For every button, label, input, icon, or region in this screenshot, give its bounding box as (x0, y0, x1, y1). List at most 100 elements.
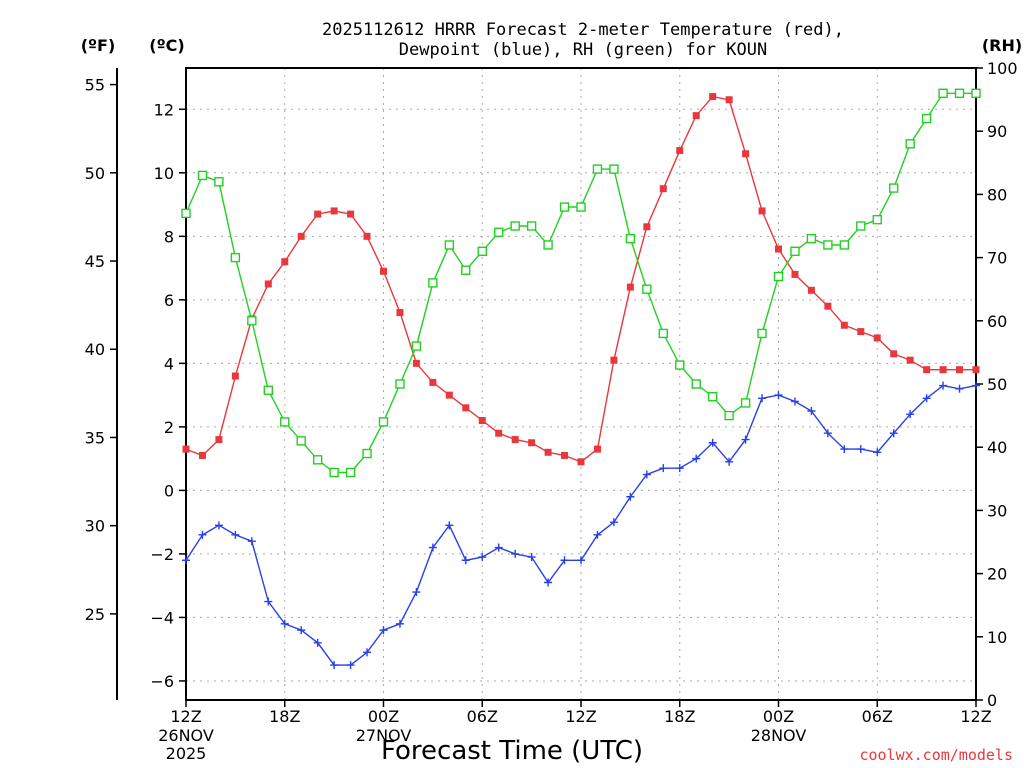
dewpoint-marker (741, 435, 750, 444)
rh-marker (642, 284, 652, 294)
dewpoint-marker (214, 521, 223, 530)
temperature-marker (972, 366, 980, 374)
rh-marker (494, 227, 504, 238)
temperature-marker (626, 283, 634, 291)
fahrenheit-tick-label: 45 (85, 252, 105, 271)
rh-marker (592, 164, 603, 174)
rh-marker (263, 385, 273, 396)
temperature-marker (906, 356, 914, 364)
fahrenheit-tick-label: 50 (85, 164, 105, 183)
rh-marker (247, 316, 257, 326)
series-rh (181, 88, 981, 478)
rh-marker (510, 221, 520, 231)
fahrenheit-tick-label: 30 (85, 517, 105, 536)
temperature-marker (758, 207, 766, 215)
temperature-marker (495, 429, 503, 437)
dewpoint-marker (264, 597, 273, 606)
temperature-marker (478, 417, 486, 425)
celsius-tick-label: 6 (164, 291, 174, 310)
temperature-marker (807, 286, 815, 294)
dewpoint-marker (395, 619, 404, 628)
dewpoint-marker (330, 661, 339, 670)
rh-marker (197, 170, 208, 181)
dewpoint-marker (593, 530, 602, 539)
dewpoint-marker (478, 553, 487, 562)
rh-tick-label: 80 (987, 185, 1007, 204)
credit-link[interactable]: coolwx.com/models (859, 746, 1013, 764)
dewpoint-marker (544, 578, 553, 587)
x-tick-label: 12Z (170, 707, 201, 726)
rh-marker (856, 221, 866, 231)
temperature-marker (363, 232, 371, 240)
dewpoint-marker (823, 429, 832, 438)
rh-tick-label: 0 (987, 691, 997, 710)
rh-tick-label: 90 (987, 122, 1007, 141)
rh-marker (658, 328, 668, 339)
dewpoint-marker (247, 537, 256, 546)
rh-tick-label: 50 (987, 375, 1007, 394)
rh-marker (428, 278, 438, 288)
dewpoint-marker (412, 588, 421, 597)
celsius-tick-label: 10 (154, 164, 174, 183)
chart-title-line-1: 2025112612 HRRR Forecast 2-meter Tempera… (322, 20, 844, 40)
x-tick-label: 18Z (269, 707, 300, 726)
tick-labels: −6 −4 −2 0 2 4 6 8 10 12 25 30 35 40 45 50 55 0 10 20 30 40 50… (85, 59, 1018, 763)
temperature-marker (676, 147, 684, 155)
x-tick-year: 2025 (166, 744, 207, 763)
dewpoint-marker (445, 521, 454, 530)
celsius-tick-label: 4 (164, 354, 174, 373)
dewpoint-marker (955, 384, 964, 393)
temperature-marker (873, 334, 881, 342)
rh-marker (395, 379, 405, 389)
temperature-marker (561, 451, 569, 459)
dewpoint-marker (708, 438, 717, 447)
temperature-marker (429, 378, 437, 386)
rh-marker (938, 88, 948, 98)
rh-tick-label: 40 (987, 438, 1007, 457)
rh-marker (872, 214, 882, 225)
chart-title-line-2: Dewpoint (blue), RH (green) for KOUN (399, 40, 767, 60)
rh-tick-label: 30 (987, 501, 1007, 520)
dewpoint-marker (379, 626, 388, 635)
rh-marker (362, 448, 372, 459)
temperature-marker (840, 321, 848, 329)
rh-marker (477, 246, 487, 256)
rh-tick-label: 60 (987, 312, 1007, 331)
rh-marker (280, 417, 290, 427)
x-tick-date: 28NOV (751, 726, 807, 745)
temperature-marker (593, 445, 601, 453)
temperature-marker (396, 309, 404, 317)
dewpoint-marker (527, 553, 536, 562)
rh-marker (954, 88, 965, 98)
temperature-marker (182, 445, 190, 453)
rh-marker (773, 271, 784, 282)
temperature-marker (643, 223, 651, 231)
temperature-marker (215, 436, 223, 444)
temperature-marker (791, 270, 799, 278)
temperature-marker (725, 96, 733, 104)
dewpoint-marker (511, 549, 520, 558)
rh-tick-label: 20 (987, 565, 1007, 584)
temperature-marker (297, 232, 305, 240)
dewpoint-marker (642, 470, 651, 479)
rh-marker (214, 177, 224, 187)
x-axis-label: Forecast Time (UTC) (381, 736, 643, 766)
temperature-marker (923, 366, 931, 374)
dewpoint-marker (972, 381, 980, 390)
dewpoint-marker (906, 410, 915, 419)
x-tick-label: 18Z (664, 707, 695, 726)
celsius-tick-label: −6 (150, 672, 174, 691)
temperature-marker (956, 366, 964, 374)
x-tick-label: 06Z (862, 707, 893, 726)
temperature-marker (198, 451, 206, 459)
rh-marker (461, 265, 471, 275)
rh-marker (181, 208, 191, 219)
rh-marker (296, 436, 306, 446)
rh-marker (345, 467, 356, 478)
rh-marker (839, 240, 850, 250)
x-tick-label: 12Z (960, 707, 991, 726)
dewpoint-marker (873, 448, 882, 457)
rh-tick-label: 100 (987, 59, 1018, 78)
dewpoint-marker (659, 464, 668, 473)
temperature-marker (890, 350, 898, 358)
